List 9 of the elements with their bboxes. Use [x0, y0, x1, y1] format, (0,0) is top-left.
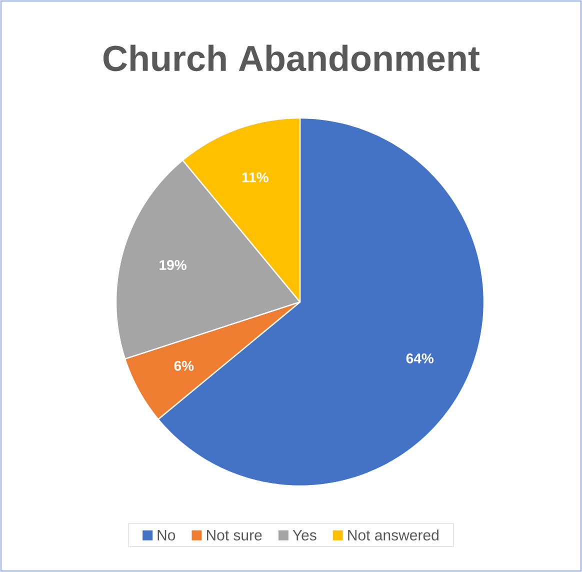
- legend-label: Not answered: [348, 529, 438, 540]
- data-label: 19%: [160, 260, 186, 270]
- chart-title: Church Abandonment: [103, 44, 480, 72]
- data-label: 6%: [174, 360, 194, 371]
- data-label: 64%: [406, 353, 434, 364]
- legend-label: Not sure: [206, 530, 262, 540]
- legend-label: Yes: [292, 530, 316, 540]
- data-label: 11%: [242, 172, 268, 182]
- legend-label: No: [158, 530, 176, 540]
